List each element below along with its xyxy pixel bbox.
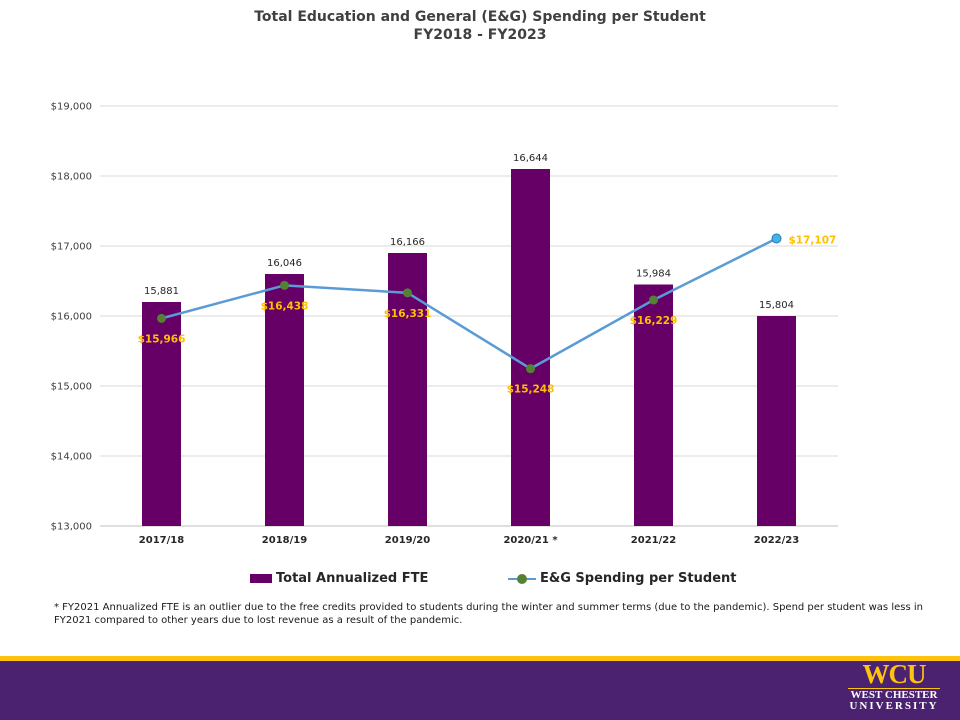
wcu-logo: WCU WEST CHESTER UNIVERSITY	[846, 660, 942, 712]
spending-data-label: $17,107	[789, 235, 837, 247]
x-tick-label: 2020/21 *	[503, 535, 558, 546]
spending-marker	[403, 288, 412, 298]
y-tick-label: $16,000	[51, 312, 92, 323]
y-tick-label: $13,000	[51, 522, 92, 533]
bar-fte	[511, 169, 550, 526]
bar-data-label: 16,046	[267, 258, 302, 269]
logo-mark: WCU	[862, 659, 927, 689]
x-tick-label: 2019/20	[385, 535, 430, 546]
spending-data-label: $16,438	[261, 300, 309, 312]
x-tick-label: 2022/23	[754, 535, 799, 546]
bar-fte	[757, 316, 796, 526]
spending-marker	[771, 233, 782, 244]
chart-title-line1: Total Education and General (E&G) Spendi…	[254, 9, 706, 25]
bar-fte	[142, 302, 181, 526]
chart-title: Total Education and General (E&G) Spendi…	[0, 8, 960, 44]
legend-label-spending: E&G Spending per Student	[540, 571, 737, 586]
bar-fte	[634, 284, 673, 526]
x-tick-label: 2018/19	[262, 535, 307, 546]
legend-swatch-line	[508, 573, 536, 584]
legend-label-fte: Total Annualized FTE	[276, 571, 429, 586]
spending-marker	[280, 280, 289, 290]
spending-marker	[157, 313, 166, 323]
gold-stripe	[0, 656, 960, 661]
y-tick-label: $17,000	[51, 242, 92, 253]
chart-title-line2: FY2018 - FY2023	[413, 27, 547, 43]
footnote: * FY2021 Annualized FTE is an outlier du…	[54, 602, 923, 626]
legend-item-fte: Total Annualized FTE	[250, 571, 428, 586]
spending-data-label: $15,248	[507, 384, 555, 396]
spending-data-label: $15,966	[138, 333, 186, 345]
bar-data-label: 15,804	[759, 300, 794, 311]
logo-line-university: UNIVERSITY	[849, 700, 939, 712]
legend-swatch-bar	[250, 574, 272, 583]
spending-data-label: $16,229	[630, 315, 678, 327]
spending-marker	[526, 364, 535, 374]
spending-marker	[649, 295, 658, 305]
x-tick-label: 2021/22	[631, 535, 676, 546]
legend: Total Annualized FTE E&G Spending per St…	[0, 571, 960, 589]
bar-data-label: 15,881	[144, 286, 179, 297]
y-tick-label: $18,000	[51, 172, 92, 183]
footer-band	[0, 661, 960, 720]
y-tick-label: $14,000	[51, 452, 92, 463]
bar-data-label: 15,984	[636, 269, 671, 280]
bar-fte	[388, 253, 427, 526]
bar-data-label: 16,166	[390, 237, 425, 248]
spending-line	[161, 237, 778, 371]
bar-fte	[265, 274, 304, 526]
y-tick-label: $19,000	[51, 102, 92, 113]
legend-item-spending: E&G Spending per Student	[508, 571, 737, 586]
x-tick-label: 2017/18	[139, 535, 184, 546]
y-tick-label: $15,000	[51, 382, 92, 393]
logo-line-west-chester: WEST CHESTER	[848, 688, 940, 701]
chart: $13,000 $14,000 $15,000 $16,000 $17,000 $18,0…	[51, 102, 838, 546]
bar-data-label: 16,644	[513, 153, 548, 164]
spending-data-label: $16,331	[384, 308, 432, 320]
